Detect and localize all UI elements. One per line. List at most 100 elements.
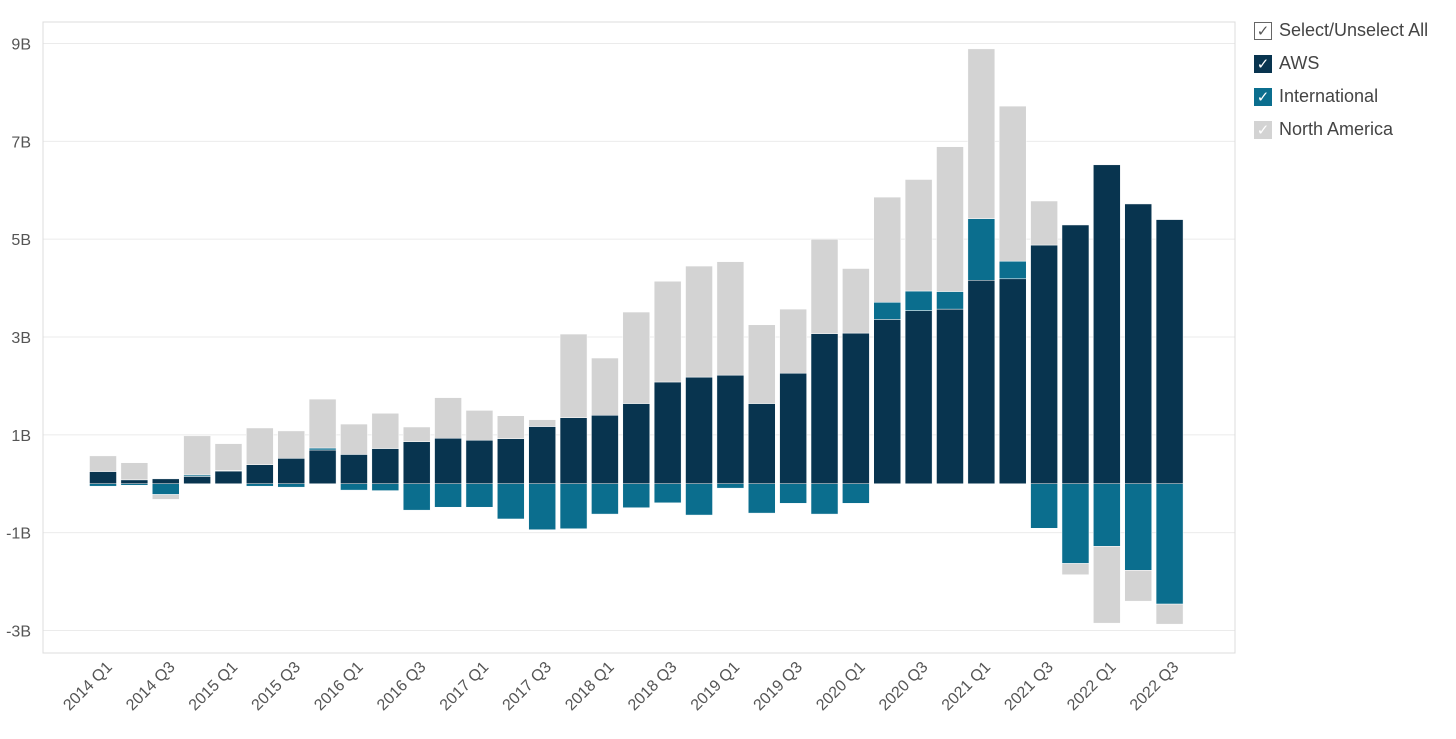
bar-north-america[interactable]: 2021 Q1 North America: 3.47 [967,48,996,219]
select-all-toggle[interactable]: ✓ Select/Unselect All [1254,14,1428,47]
bar-aws[interactable]: 2017 Q2 AWS: 0.92 [497,438,525,484]
bar-international[interactable]: 2021 Q3 International: -0.91 [1030,483,1058,529]
bar-international[interactable]: 2020 Q1 International: -0.4 [842,483,870,504]
bar-aws[interactable]: 2015 Q4 AWS: 0.69 [308,449,337,484]
bar-north-america[interactable]: 2020 Q2 North America: 2.15 [873,196,901,303]
checkbox-icon[interactable]: ✓ [1254,21,1272,40]
bar-north-america[interactable]: 2021 Q4 North America: -0.23 [1061,563,1090,575]
bar-international[interactable]: 2020 Q4 International: 0.36 [936,291,964,310]
bar-international[interactable]: 2014 Q2 International: -0.03 [120,483,149,486]
bar-international[interactable]: 2017 Q2 International: -0.72 [497,483,525,520]
bar-aws[interactable]: 2018 Q4 AWS: 2.18 [685,376,713,484]
bar-aws[interactable]: 2019 Q2 AWS: 1.64 [748,403,776,484]
bar-international[interactable]: 2017 Q3 International: -0.94 [528,483,556,530]
bar-north-america[interactable]: 2014 Q3 North America: -0.1 [151,494,180,500]
bar-international[interactable]: 2019 Q1 International: -0.09 [716,483,745,489]
bar-north-america[interactable]: 2017 Q2 North America: 0.47 [497,415,525,440]
bar-north-america[interactable]: 2018 Q4 North America: 2.27 [685,265,713,378]
bar-aws[interactable]: 2021 Q4 AWS: 5.29 [1061,224,1090,484]
bar-aws[interactable]: 2021 Q3 AWS: 4.88 [1030,244,1058,484]
bar-north-america[interactable]: 2020 Q1 North America: 1.32 [842,268,870,334]
bar-north-america[interactable]: 2016 Q1 North America: 0.62 [340,423,368,455]
bar-international[interactable]: 2019 Q2 International: -0.6 [748,483,776,514]
bar-north-america[interactable]: 2020 Q4 North America: 2.96 [936,146,964,292]
bar-international[interactable]: 2015 Q3 International: -0.07 [277,483,305,488]
bar-international[interactable]: 2014 Q3 International: -0.22 [151,483,180,495]
bar-aws[interactable]: 2017 Q4 AWS: 1.35 [559,417,588,484]
bar-aws[interactable]: 2017 Q3 AWS: 1.17 [528,426,556,484]
bar-international[interactable]: 2019 Q4 International: -0.62 [810,483,839,515]
bar-north-america[interactable]: 2017 Q3 North America: 0.14 [528,419,556,427]
bar-international[interactable]: 2016 Q4 International: -0.48 [434,483,462,508]
bar-aws[interactable]: 2016 Q4 AWS: 0.93 [434,438,462,485]
bar-international[interactable]: 2016 Q2 International: -0.14 [371,483,400,491]
legend-item-aws[interactable]: ✓ AWS [1254,47,1428,80]
bar-aws[interactable]: 2021 Q1 AWS: 4.16 [967,280,996,485]
bar-international[interactable]: 2015 Q2 International: -0.05 [246,483,274,487]
bar-international[interactable]: 2018 Q4 International: -0.64 [685,483,713,516]
bar-north-america[interactable]: 2022 Q1 North America: -1.57 [1093,546,1121,624]
bar-north-america[interactable]: 2015 Q3 North America: 0.56 [277,430,305,459]
bar-aws[interactable]: 2019 Q1 AWS: 2.22 [716,374,745,484]
bar-north-america[interactable]: 2021 Q2 North America: 3.17 [998,105,1027,262]
bar-international[interactable]: 2015 Q4 International: 0.04 [308,447,337,451]
bar-aws[interactable]: 2020 Q2 AWS: 3.36 [873,319,901,485]
bar-north-america[interactable]: 2022 Q3 North America: -0.41 [1155,603,1184,625]
bar-international[interactable]: 2021 Q1 International: 1.26 [967,218,996,281]
bar-aws[interactable]: 2019 Q4 AWS: 3.07 [810,333,839,484]
checkbox-icon[interactable]: ✓ [1254,120,1272,139]
legend-item-international[interactable]: ✓ International [1254,80,1428,113]
bar-north-america[interactable]: 2017 Q4 North America: 1.71 [559,333,588,418]
bar-international[interactable]: 2021 Q2 International: 0.36 [998,260,1027,280]
bar-international[interactable]: 2018 Q1 International: -0.62 [591,483,619,515]
bar-north-america[interactable]: 2017 Q1 North America: 0.61 [465,410,494,441]
bar-aws[interactable]: 2020 Q3 AWS: 3.54 [904,310,933,484]
bar-international[interactable]: 2016 Q3 International: -0.54 [402,483,431,511]
bar-international[interactable]: 2022 Q2 International: -1.77 [1124,483,1152,571]
bar-aws[interactable]: 2020 Q1 AWS: 3.08 [842,332,870,484]
bar-north-america[interactable]: 2018 Q2 North America: 1.87 [622,311,651,404]
bar-aws[interactable]: 2015 Q1 AWS: 0.26 [214,470,243,484]
bar-aws[interactable]: 2018 Q1 AWS: 1.4 [591,415,619,484]
bar-north-america[interactable]: 2019 Q3 North America: 1.31 [779,308,807,374]
bar-aws[interactable]: 2014 Q2 AWS: 0.08 [120,479,149,484]
bar-international[interactable]: 2016 Q1 International: -0.13 [340,483,368,491]
bar-aws[interactable]: 2014 Q1 AWS: 0.25 [89,471,117,484]
bar-aws[interactable]: 2016 Q2 AWS: 0.72 [371,448,400,484]
bar-aws[interactable]: 2022 Q2 AWS: 5.72 [1124,203,1152,484]
bar-international[interactable]: 2021 Q4 International: -1.63 [1061,483,1090,564]
bar-north-america[interactable]: 2019 Q4 North America: 1.93 [810,238,839,334]
bar-north-america[interactable]: 2014 Q2 North America: 0.35 [120,462,149,481]
bar-aws[interactable]: 2022 Q3 AWS: 5.4 [1155,219,1184,484]
legend-item-north-america[interactable]: ✓ North America [1254,113,1428,146]
bar-international[interactable]: 2017 Q4 International: -0.92 [559,483,588,529]
bar-international[interactable]: 2022 Q1 International: -1.28 [1093,483,1121,547]
bar-aws[interactable]: 2014 Q4 AWS: 0.15 [183,476,211,485]
bar-north-america[interactable]: 2014 Q4 North America: 0.8 [183,435,211,476]
bar-aws[interactable]: 2015 Q2 AWS: 0.39 [246,464,274,485]
bar-international[interactable]: 2018 Q2 International: -0.49 [622,483,651,508]
bar-north-america[interactable]: 2018 Q1 North America: 1.17 [591,357,619,416]
bar-international[interactable]: 2018 Q3 International: -0.39 [653,483,682,504]
bar-aws[interactable]: 2020 Q4 AWS: 3.57 [936,308,964,484]
bar-international[interactable]: 2022 Q3 International: -2.46 [1155,483,1184,605]
bar-aws[interactable]: 2014 Q3 AWS: 0.1 [151,478,180,484]
bar-north-america[interactable]: 2019 Q2 North America: 1.61 [748,324,776,404]
bar-international[interactable]: 2020 Q2 International: 0.35 [873,302,901,320]
bar-aws[interactable]: 2016 Q1 AWS: 0.6 [340,454,368,484]
bar-north-america[interactable]: 2016 Q4 North America: 0.83 [434,397,462,439]
bar-north-america[interactable]: 2015 Q4 North America: 1 [308,398,337,449]
bar-aws[interactable]: 2019 Q3 AWS: 2.26 [779,372,807,485]
bar-aws[interactable]: 2021 Q2 AWS: 4.19 [998,278,1027,485]
bar-international[interactable]: 2019 Q3 International: -0.4 [779,483,807,504]
bar-international[interactable]: 2020 Q3 International: 0.4 [904,290,933,311]
bar-north-america[interactable]: 2018 Q3 North America: 2.06 [653,280,682,383]
bar-aws[interactable]: 2016 Q3 AWS: 0.86 [402,441,431,484]
bar-aws[interactable]: 2018 Q2 AWS: 1.64 [622,403,651,484]
bar-north-america[interactable]: 2015 Q2 North America: 0.75 [246,427,274,465]
bar-aws[interactable]: 2022 Q1 AWS: 6.52 [1093,164,1121,484]
bar-north-america[interactable]: 2022 Q2 North America: -0.63 [1124,570,1152,602]
bar-aws[interactable]: 2015 Q3 AWS: 0.52 [277,458,305,484]
checkbox-icon[interactable]: ✓ [1254,54,1272,73]
checkbox-icon[interactable]: ✓ [1254,87,1272,106]
